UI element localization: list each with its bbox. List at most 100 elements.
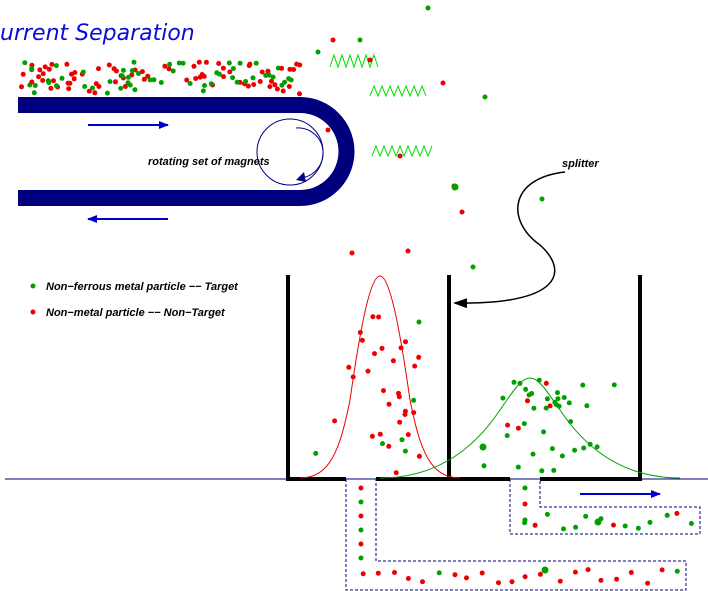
target-particle (170, 68, 176, 74)
target-particle (622, 523, 628, 529)
non-target-particle (69, 71, 74, 77)
target-particle (688, 521, 694, 526)
non-target-particle (46, 66, 52, 72)
target-particle (541, 429, 547, 435)
non-target-particle (286, 84, 292, 89)
target-particle (120, 67, 126, 73)
splitter-label: splitter (562, 158, 599, 170)
non-target-particle (360, 571, 366, 577)
eddy-current-field-waves (329, 53, 433, 158)
non-target-particle (522, 574, 528, 580)
target-particle (572, 447, 578, 453)
target-particle (147, 77, 153, 83)
non-target-particle (393, 470, 399, 476)
non-target-particle (505, 422, 511, 428)
target-particle (31, 90, 37, 96)
non-target-particle (162, 63, 168, 69)
non-target-particle (40, 78, 46, 83)
non-target-particle (459, 209, 465, 215)
target-particle (187, 81, 193, 86)
target-particle (288, 77, 294, 83)
non-target-particle (440, 80, 446, 86)
non-target-particle (247, 61, 253, 67)
target-particle (125, 74, 131, 80)
target-distribution-curve (379, 377, 681, 479)
non-target-particle (36, 74, 42, 80)
non-target-particle (537, 571, 543, 577)
non-target-particle (221, 74, 226, 80)
non-target-particle (325, 127, 331, 133)
non-target-particle (145, 73, 151, 79)
target-particle (53, 63, 59, 69)
non-target-particle (193, 76, 199, 81)
non-target-particle (294, 61, 300, 67)
target-particle (250, 75, 256, 81)
non-target-particle (386, 443, 392, 449)
target-particle (202, 83, 207, 88)
target-particle (226, 60, 232, 66)
non-target-particle (358, 513, 364, 519)
non-target-particle (405, 576, 411, 581)
target-particle (402, 448, 408, 454)
non-target-particle (297, 91, 302, 97)
non-target-particle (245, 83, 251, 89)
discharge-conveyors (345, 479, 701, 591)
non-target-particle (515, 425, 521, 431)
target-particle (32, 83, 38, 88)
non-target-particle (557, 578, 563, 584)
non-target-particle (196, 59, 202, 65)
non-target-particle (416, 453, 422, 459)
target-particle (549, 446, 555, 452)
non-target-particle (203, 59, 209, 65)
target-particle (536, 377, 542, 383)
target-particle (555, 396, 561, 402)
target-particle (559, 453, 565, 459)
target-particle (584, 403, 590, 409)
non-target-particle (64, 61, 70, 67)
non-target-particle (106, 62, 112, 68)
non-target-particle (280, 88, 286, 94)
non-target-particle (111, 66, 117, 72)
target-particle (263, 73, 269, 78)
non-target-particle (220, 65, 226, 71)
target-particle (151, 77, 157, 83)
target-particle (90, 85, 95, 91)
non-target-particle (269, 78, 274, 84)
target-particle (539, 468, 545, 474)
non-target-particle (141, 76, 147, 82)
target-particle (521, 421, 527, 427)
target-particle (451, 183, 459, 191)
target-particle (358, 555, 364, 561)
non-target-particle (402, 412, 408, 417)
target-particle (230, 66, 236, 71)
target-particle (544, 511, 550, 517)
non-target-particle (40, 71, 46, 77)
target-particle (522, 520, 528, 526)
target-particle (635, 525, 641, 531)
non-target-particle (330, 37, 336, 43)
target-particle (594, 444, 600, 450)
target-particle (526, 392, 532, 398)
non-target-particle (350, 374, 356, 380)
target-particle (46, 80, 52, 86)
target-particle (511, 379, 517, 385)
target-particle (54, 83, 59, 89)
non-target-particle (547, 403, 553, 409)
non-target-particle (452, 572, 458, 578)
non-target-particle (522, 501, 528, 507)
non-target-particle (496, 580, 501, 586)
target-particle (522, 485, 528, 491)
target-particle (200, 88, 206, 94)
legend-target-swatch (30, 283, 36, 289)
non-target-particle (96, 84, 102, 89)
target-particle (118, 85, 124, 91)
target-particle (580, 382, 586, 388)
non-target-particle (349, 250, 355, 256)
non-target-particle (543, 380, 549, 386)
target-particle (253, 60, 259, 66)
non-target-particle (628, 570, 634, 575)
target-particle (504, 433, 510, 439)
target-particle (539, 196, 545, 202)
